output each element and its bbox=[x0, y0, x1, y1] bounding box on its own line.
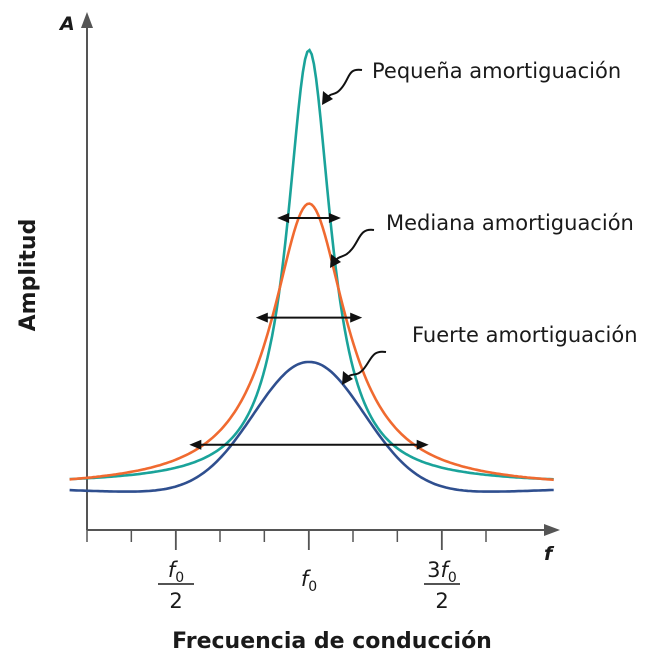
x-tick-label-den: 2 bbox=[435, 589, 448, 613]
width-arrow-left-icon bbox=[189, 439, 202, 450]
callouts: Pequeña amortiguación Mediana amortiguaci… bbox=[322, 59, 638, 385]
width-arrow-right-icon bbox=[328, 213, 341, 223]
width-arrows bbox=[189, 213, 429, 450]
callout-leader-0 bbox=[325, 68, 363, 100]
x-minor-ticks bbox=[86, 530, 487, 550]
callout-arrowhead-icon bbox=[330, 254, 341, 268]
y-axis-letter: A bbox=[58, 13, 75, 35]
curve-series-0 bbox=[69, 48, 554, 481]
y-axis-arrow-icon bbox=[81, 12, 93, 28]
curves bbox=[69, 48, 554, 493]
callout-leader-2 bbox=[345, 350, 387, 380]
x-tick-label-0: f02 bbox=[158, 558, 194, 613]
curve-series-1 bbox=[69, 202, 554, 482]
callout-label-1: Mediana amortiguación bbox=[386, 211, 634, 235]
y-axis-title: Amplitud bbox=[16, 219, 41, 332]
callout-label-2: Fuerte amortiguación bbox=[412, 323, 638, 347]
width-arrow-left-icon bbox=[277, 213, 290, 223]
x-axis-title: Frecuencia de conducción bbox=[172, 629, 492, 654]
x-tick-label-num: 3f0 bbox=[427, 558, 457, 586]
callout-label-0: Pequeña amortiguación bbox=[372, 59, 621, 83]
width-arrow-left-icon bbox=[255, 312, 268, 323]
x-tick-label-num: f0 bbox=[301, 567, 317, 595]
x-tick-label-num: f0 bbox=[168, 558, 184, 586]
x-axis-letter: f bbox=[544, 543, 555, 565]
callout-arrowhead-icon bbox=[342, 371, 353, 385]
callout-leader-1 bbox=[333, 228, 375, 263]
x-tick-label-den: 2 bbox=[169, 589, 182, 613]
callout-arrowhead-icon bbox=[322, 91, 333, 105]
width-arrow-right-icon bbox=[416, 439, 429, 450]
width-arrow-right-icon bbox=[350, 312, 363, 323]
curve-series-2 bbox=[69, 360, 554, 493]
x-tick-label-1: f0 bbox=[301, 567, 317, 595]
x-axis-arrow-icon bbox=[544, 524, 560, 536]
